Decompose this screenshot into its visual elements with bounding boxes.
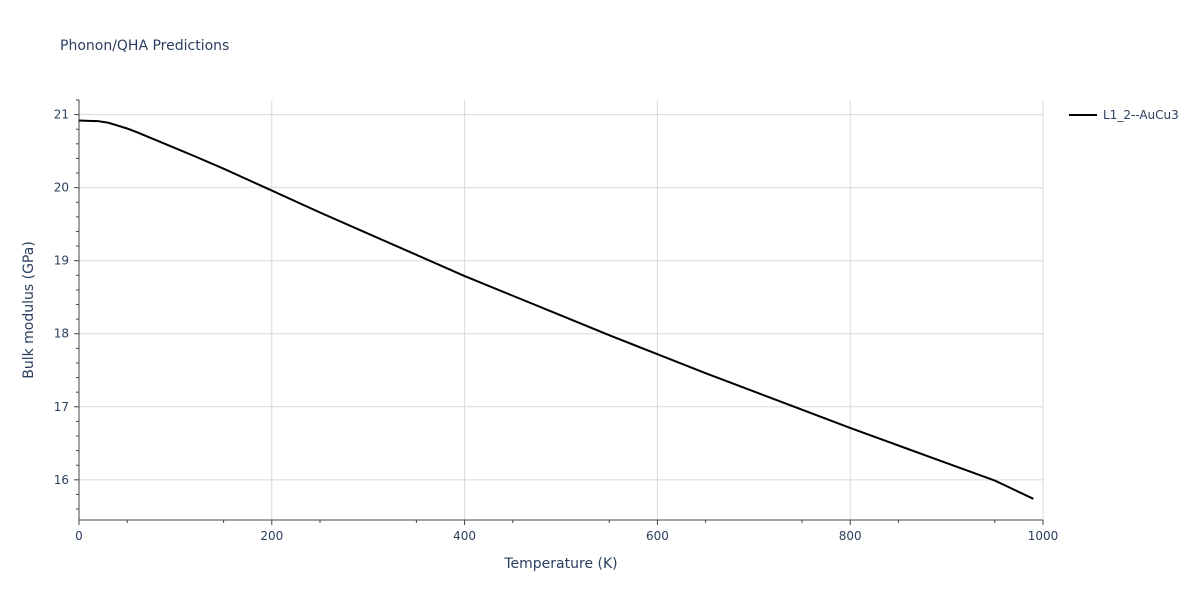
grid-lines	[79, 100, 1044, 520]
legend-label: L1_2--AuCu3	[1103, 108, 1179, 122]
x-tick-label: 600	[646, 529, 669, 543]
x-axis-title: Temperature (K)	[503, 556, 617, 572]
legend[interactable]: L1_2--AuCu3	[1069, 108, 1179, 122]
y-tick-label: 17	[54, 400, 69, 414]
x-tick-label: 800	[839, 529, 862, 543]
y-tick-label: 20	[54, 181, 69, 195]
y-tick-label: 18	[54, 327, 69, 341]
y-axis-title: Bulk modulus (GPa)	[21, 241, 37, 379]
x-tick-label: 400	[453, 529, 476, 543]
y-tick-label: 16	[54, 473, 69, 487]
chart-title: Phonon/QHA Predictions	[60, 38, 229, 54]
x-tick-label: 1000	[1028, 529, 1059, 543]
series	[78, 119, 1034, 500]
x-tick-label: 0	[75, 529, 83, 543]
y-tick-label: 19	[54, 254, 69, 268]
ticks: 0 200 400 600 800 1000 16 17 18 19 20 21	[54, 99, 1059, 543]
axes	[78, 100, 1043, 521]
y-tick-label: 21	[54, 108, 69, 122]
series-line	[78, 119, 1034, 500]
x-tick-label: 200	[260, 529, 283, 543]
